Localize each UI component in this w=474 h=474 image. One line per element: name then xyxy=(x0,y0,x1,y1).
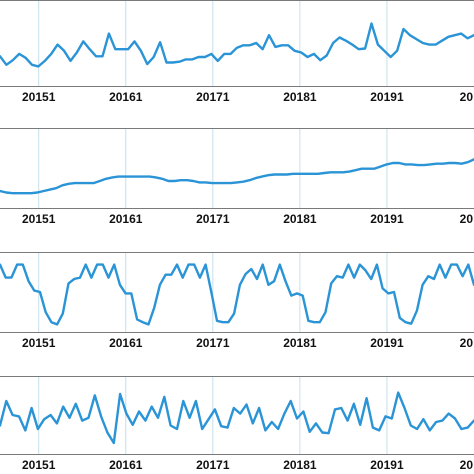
tick-label-3-2: 20161 xyxy=(109,336,143,350)
tick-label-2-2: 20161 xyxy=(109,212,143,226)
tick-label-3-4: 20181 xyxy=(283,336,317,350)
tick-label-3-6: 20 xyxy=(460,336,474,350)
tick-label-4-2: 20161 xyxy=(109,458,143,472)
tick-label-1-3: 20171 xyxy=(196,90,230,104)
tick-label-1-5: 20191 xyxy=(370,90,404,104)
tick-label-1-4: 20181 xyxy=(283,90,317,104)
tick-label-4-6: 20 xyxy=(460,458,474,472)
series-line-4 xyxy=(0,391,474,445)
tick-label-4-5: 20191 xyxy=(370,458,404,472)
tick-label-4-3: 20171 xyxy=(196,458,230,472)
panel-4: 20151 20161 20171 20181 20191 20 xyxy=(0,376,474,472)
tick-label-4-1: 20151 xyxy=(22,458,56,472)
tick-label-2-5: 20191 xyxy=(370,212,404,226)
tick-label-3-3: 20171 xyxy=(196,336,230,350)
tick-label-1-6: 20 xyxy=(460,90,474,104)
tick-label-1-1: 20151 xyxy=(22,90,56,104)
panel-3: 20151 20161 20171 20181 20191 20 xyxy=(0,252,474,350)
tick-label-3-5: 20191 xyxy=(370,336,404,350)
tick-label-3-1: 20151 xyxy=(22,336,56,350)
series-line-1 xyxy=(0,22,474,68)
tick-label-1-2: 20161 xyxy=(109,90,143,104)
tick-label-2-3: 20171 xyxy=(196,212,230,226)
tick-label-2-6: 20 xyxy=(460,212,474,226)
panel-1: 20151 20161 20171 20181 20191 20 xyxy=(0,0,474,104)
tick-label-2-4: 20181 xyxy=(283,212,317,226)
series-line-2 xyxy=(0,158,474,195)
series-line-3 xyxy=(0,263,474,326)
panel-2: 20151 20161 20171 20181 20191 20 xyxy=(0,128,474,226)
tick-label-4-4: 20181 xyxy=(283,458,317,472)
tick-label-2-1: 20151 xyxy=(22,212,56,226)
